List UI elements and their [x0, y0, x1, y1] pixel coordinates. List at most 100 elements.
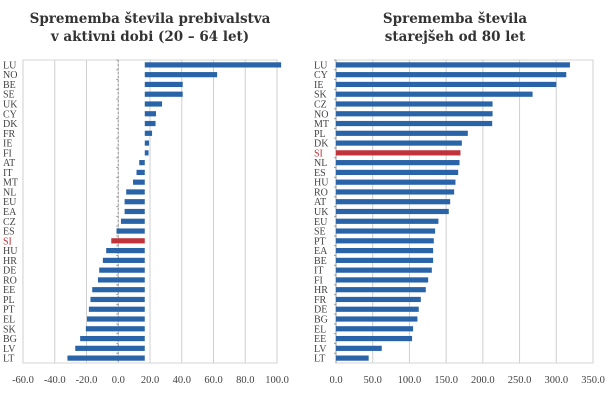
right-category-label: PT: [314, 236, 326, 247]
right-bar-pl: [336, 130, 468, 136]
left-x-tick-label: 80.0: [236, 375, 254, 386]
left-category-label: CY: [3, 109, 17, 120]
left-bar-hu: [106, 247, 145, 254]
right-category-label: FI: [314, 275, 323, 286]
left-bar-lt: [67, 355, 145, 361]
left-bar-be: [144, 81, 183, 88]
left-category-label: PT: [3, 305, 15, 316]
left-category-label: SE: [3, 90, 15, 101]
left-category-label: NL: [3, 187, 16, 198]
left-bar-fi: [144, 150, 149, 156]
left-bar-eu: [124, 199, 145, 205]
right-category-label: ES: [314, 168, 326, 179]
right-category-label: IE: [314, 80, 323, 91]
left-bar-ea: [124, 208, 145, 215]
left-category-label: NO: [3, 70, 17, 81]
left-category-label: EA: [3, 207, 17, 218]
right-category-label: AT: [314, 197, 326, 208]
left-bar-nl: [126, 189, 145, 195]
right-category-label: DK: [314, 139, 329, 150]
right-category-label: BG: [314, 315, 328, 326]
right-bar-es: [336, 169, 459, 176]
right-bar-dk: [336, 140, 462, 146]
left-bar-at: [139, 160, 145, 166]
left-category-label: IT: [3, 168, 12, 179]
left-category-label: DK: [3, 119, 18, 130]
left-x-tick-label: 60.0: [204, 375, 222, 386]
right-bar-el: [336, 326, 414, 332]
left-category-label: AT: [3, 158, 15, 169]
right-chart-title-line-2: starejšeh od 80 let: [384, 29, 526, 45]
right-bar-nl: [336, 160, 460, 166]
right-category-label: SI: [314, 148, 323, 159]
left-bar-ie: [144, 140, 150, 146]
left-category-label: EE: [3, 285, 15, 296]
left-category-label: ES: [3, 227, 15, 238]
left-bar-de: [99, 267, 145, 273]
left-bar-no: [144, 72, 218, 78]
left-chart-title-line-1: Sprememba števila prebivalstva: [29, 11, 271, 27]
right-category-label: MT: [314, 119, 329, 130]
right-category-label: FR: [314, 295, 327, 306]
left-category-label: DE: [3, 266, 16, 277]
right-bar-bg: [336, 316, 418, 322]
left-x-tick-label: 20.0: [141, 375, 159, 386]
left-bar-pl: [90, 296, 145, 303]
right-category-label: PL: [314, 129, 326, 140]
right-category-label: IT: [314, 266, 323, 277]
left-category-label: FI: [3, 148, 12, 159]
right-bar-ea: [336, 247, 434, 254]
left-category-label: FR: [3, 129, 16, 140]
left-bar-it: [136, 169, 145, 176]
right-category-label: HU: [314, 178, 329, 189]
right-x-tick-label: 300.0: [544, 375, 568, 386]
right-bar-se: [336, 228, 436, 234]
right-bar-mt: [336, 120, 493, 127]
right-category-label: LU: [314, 60, 328, 71]
right-bar-de: [336, 306, 419, 312]
right-bar-at: [336, 199, 451, 205]
right-bar-lt: [336, 355, 369, 361]
right-category-label: EL: [314, 324, 326, 335]
left-bar-es: [116, 228, 145, 234]
right-bar-hr: [336, 287, 426, 293]
right-bar-cy: [336, 72, 567, 78]
left-bar-el: [86, 316, 145, 322]
left-category-label: UK: [3, 99, 18, 110]
left-category-label: SI: [3, 236, 12, 247]
right-bar-eu: [336, 218, 439, 224]
right-bar-fr: [336, 296, 421, 303]
left-bar-fr: [144, 130, 153, 136]
left-category-label: HU: [3, 246, 18, 257]
right-bar-cz: [336, 101, 493, 107]
left-category-label: EL: [3, 315, 15, 326]
left-bar-ee: [92, 287, 145, 293]
right-bar-ie: [336, 81, 557, 88]
left-bar-si: [111, 238, 145, 244]
right-category-label: LT: [314, 354, 325, 365]
left-category-label: RO: [3, 275, 17, 286]
left-x-tick-label: 40.0: [173, 375, 191, 386]
left-chart: -60.0 -40.0 -20.0 0.0 20.0 40.0 60.0 80.0 100.0 L…: [3, 59, 289, 386]
right-x-tick-label: 0.0: [329, 375, 342, 386]
right-bar-sk: [336, 91, 533, 97]
right-x-tick-label: 50.0: [364, 375, 382, 386]
right-category-label: HR: [314, 285, 328, 296]
right-bar-lu: [336, 62, 570, 68]
left-category-label: IE: [3, 139, 12, 150]
right-category-label: SK: [314, 90, 328, 101]
right-bar-pt: [336, 238, 434, 244]
left-category-label: BG: [3, 334, 17, 345]
left-bar-sk: [85, 326, 145, 332]
left-category-label: SK: [3, 324, 17, 335]
left-bar-pt: [88, 306, 145, 312]
right-bar-lv: [336, 345, 382, 351]
right-x-tick-label: 200.0: [471, 375, 495, 386]
right-x-tick-label: 150.0: [434, 375, 458, 386]
left-x-tick-label: 100.0: [265, 375, 289, 386]
left-chart-title: Sprememba števila prebivalstva v aktivni…: [0, 10, 300, 46]
right-category-label: EU: [314, 217, 328, 228]
left-bar-lu: [144, 62, 282, 68]
right-category-label: SE: [314, 227, 326, 238]
left-category-label: BE: [3, 80, 16, 91]
